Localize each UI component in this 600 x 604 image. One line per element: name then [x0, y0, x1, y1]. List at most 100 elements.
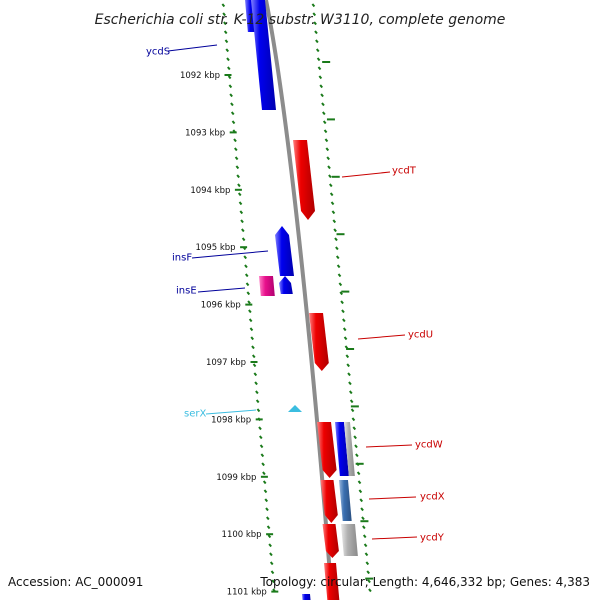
rail-dot	[327, 165, 331, 170]
rail-dot	[346, 363, 350, 368]
tick-label: 1100 kbp	[222, 530, 262, 540]
rail-dot	[255, 399, 260, 404]
rail-dot	[257, 417, 262, 422]
gene-label-ycdS[interactable]: ycdS	[146, 47, 170, 58]
gene-label-leader	[371, 536, 418, 540]
gene-label-ycdT[interactable]: ycdT	[392, 166, 417, 177]
rail-dot	[241, 228, 245, 233]
rail-dot	[229, 93, 233, 98]
rail-dot	[322, 120, 327, 125]
rail-dot	[330, 201, 335, 206]
rail-dot	[323, 129, 328, 134]
gene-ycdU[interactable]	[309, 313, 329, 371]
gene-ycdX[interactable]	[320, 480, 338, 523]
rail-dot	[332, 219, 337, 224]
rail-dot	[350, 408, 355, 413]
rail-dot	[340, 300, 344, 305]
rail-dot	[336, 264, 341, 269]
rail-dot	[366, 570, 370, 575]
rail-dot	[255, 390, 259, 395]
gene-ycdW[interactable]	[317, 422, 337, 478]
rail-dot	[314, 30, 318, 35]
rail-dot	[265, 507, 269, 512]
rail-dot	[335, 255, 340, 260]
rail-dot	[319, 84, 323, 89]
rail-dot	[315, 39, 319, 44]
gene-label-ycdX[interactable]: ycdX	[420, 492, 445, 503]
rail-dot	[256, 408, 261, 413]
genome-backbone	[264, 0, 334, 601]
rail-dot	[247, 300, 251, 305]
gene-insE[interactable]	[279, 276, 293, 294]
rail-dot	[325, 147, 330, 152]
feature-block	[344, 422, 355, 476]
rail-dot	[234, 156, 239, 161]
gene-label-leader	[205, 409, 257, 415]
rail-dot	[263, 489, 268, 494]
gene-label-leader	[191, 250, 269, 259]
gene-label-ycdY[interactable]: ycdY	[420, 533, 445, 544]
rail-dot	[362, 525, 366, 530]
rail-dot	[363, 543, 368, 548]
rail-dot	[331, 210, 336, 215]
rail-dot	[243, 255, 247, 260]
rail-dot	[321, 102, 325, 107]
rail-dot	[246, 291, 251, 296]
rail-dot	[248, 309, 252, 314]
gene-insF[interactable]	[275, 226, 294, 276]
rail-dot	[271, 579, 276, 584]
rail-dot	[365, 561, 370, 566]
gene-label-leader	[167, 44, 218, 52]
rail-dot	[353, 435, 357, 440]
rail-dot	[251, 354, 256, 359]
rail-dot	[240, 219, 244, 224]
gene-label-insE[interactable]: insE	[176, 286, 197, 297]
gene-ycdS[interactable]	[251, 0, 276, 110]
rail-dot	[242, 246, 247, 251]
rail-dot	[347, 372, 351, 377]
feature-block	[339, 480, 352, 521]
rail-dot	[241, 237, 246, 242]
gene-serX[interactable]	[288, 405, 302, 412]
rail-dot	[259, 435, 263, 440]
rail-dot	[348, 381, 352, 386]
rail-dot	[334, 237, 338, 242]
rail-dot	[227, 75, 232, 80]
rail-dot	[335, 246, 339, 251]
gene-ycdT[interactable]	[293, 140, 315, 220]
rail-dot	[253, 372, 258, 377]
gene-label-leader	[197, 287, 246, 293]
gene-label-ycdU[interactable]: ycdU	[408, 330, 433, 341]
rail-dot	[233, 138, 237, 143]
gene-label-serX[interactable]: serX	[184, 409, 206, 420]
rail-dot	[226, 57, 230, 62]
rail-dot	[266, 516, 270, 521]
feature-block	[302, 594, 311, 600]
rail-dot	[230, 102, 234, 107]
tick-label: 1099 kbp	[216, 473, 256, 483]
rail-dot	[227, 66, 231, 71]
tick-label: 1098 kbp	[211, 415, 251, 425]
mobile-element-block	[259, 276, 275, 296]
rail-dot	[317, 66, 322, 71]
rail-dot	[362, 534, 367, 539]
rail-dot	[244, 273, 249, 278]
rail-dot	[328, 174, 332, 179]
rail-dot	[272, 588, 276, 593]
gene-label-insF[interactable]: insF	[172, 253, 192, 264]
rail-dot	[234, 147, 238, 152]
gene-label-ycdW[interactable]: ycdW	[415, 440, 443, 451]
rail-dot	[269, 561, 274, 566]
rail-dot	[267, 534, 272, 539]
rail-dot	[315, 48, 320, 53]
gene-ycdY[interactable]	[322, 524, 339, 558]
rail-dot	[367, 579, 371, 584]
rail-dot	[338, 282, 343, 287]
feature-layer: ycdS ycdT insF insE ycdU serX ycdW ycdX ycdY	[146, 0, 445, 600]
rail-dot	[249, 327, 254, 332]
rail-dot	[324, 138, 329, 143]
rail-dot	[239, 210, 244, 215]
rail-dot	[270, 570, 275, 575]
map-title: Escherichia coli str. K-12 substr. W3110…	[95, 12, 506, 28]
